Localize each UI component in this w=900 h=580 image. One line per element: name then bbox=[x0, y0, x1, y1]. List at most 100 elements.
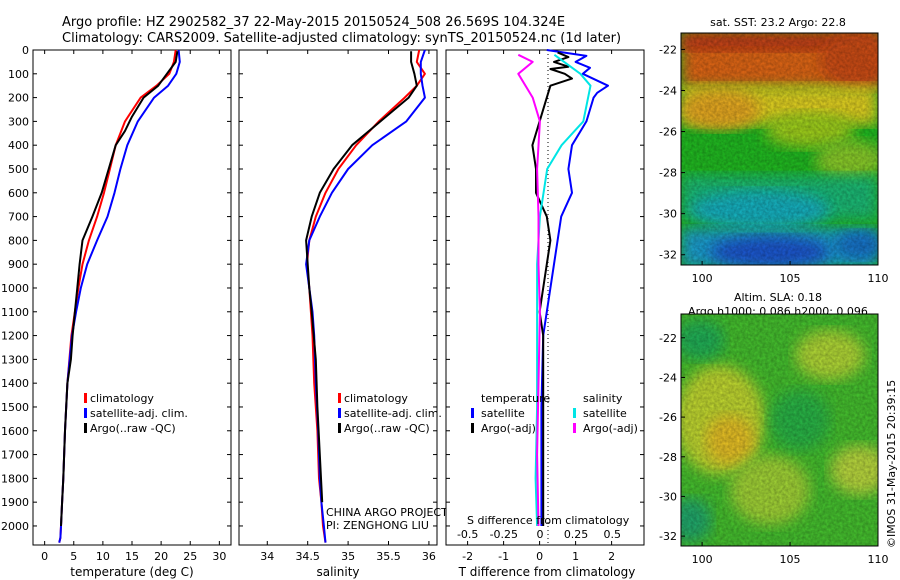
lon-tick-label: 100 bbox=[692, 272, 713, 285]
y-tick-label: 400 bbox=[8, 139, 29, 152]
salinity-lines bbox=[305, 49, 426, 543]
lat-tick-label: -22 bbox=[659, 43, 677, 56]
lat-tick-label: -32 bbox=[659, 249, 677, 262]
difference-axes-frame bbox=[445, 49, 645, 546]
s-difference-x-axis: -0.5 -0.25 0 0.25 0.5 bbox=[457, 528, 621, 541]
lon-tick-label: 105 bbox=[780, 272, 801, 285]
t-difference-xlabel: T difference from climatology bbox=[458, 565, 636, 579]
x2-tick-label: -0.25 bbox=[490, 528, 518, 541]
lat-tick-label: -24 bbox=[659, 371, 677, 384]
y-tick-label: 2000 bbox=[1, 520, 29, 533]
x-tick-label: 34.5 bbox=[295, 550, 320, 563]
x-tick-label: 2 bbox=[608, 550, 615, 563]
legend-swatch-s-argo bbox=[573, 423, 576, 433]
sst-lon-axis: 100 105 110 bbox=[692, 261, 889, 285]
legend-label-s-satellite: satellite bbox=[583, 407, 627, 420]
y-tick-label: 1300 bbox=[1, 353, 29, 366]
y-tick-label: 900 bbox=[8, 258, 29, 271]
temperature-x-axis: 0 5 10 15 20 25 30 bbox=[41, 50, 226, 563]
legend-swatch-argo bbox=[84, 423, 87, 433]
legend-title-temperature: temperature bbox=[481, 392, 550, 405]
lat-tick-label: -30 bbox=[659, 490, 677, 503]
x-tick-label: 20 bbox=[154, 550, 168, 563]
legend-label-argo: Argo(..raw -QC) bbox=[90, 422, 176, 435]
legend-swatch-climatology bbox=[84, 393, 87, 403]
series-line-2-3 bbox=[517, 53, 541, 527]
sst-map-panel: sat. SST: 23.2 Argo: 22.8 -22 -24 -26 -28 -3… bbox=[659, 16, 889, 285]
legend-label-t-argo: Argo(-adj) bbox=[481, 422, 536, 435]
sst-heatmap bbox=[681, 33, 878, 265]
legend-label-climatology: climatology bbox=[344, 392, 408, 405]
legend-title-salinity: salinity bbox=[583, 392, 623, 405]
lat-tick-label: -28 bbox=[659, 451, 677, 464]
x2-tick-label: -0.5 bbox=[457, 528, 478, 541]
difference-panel: -2 -1 0 1 2 -0.5 -0.25 0 0.25 0.5 S difference f… bbox=[445, 49, 645, 579]
lat-tick-label: -30 bbox=[659, 208, 677, 221]
project-credit: CHINA ARGO PROJECT bbox=[326, 506, 448, 519]
x-tick-label: 5 bbox=[70, 550, 77, 563]
lat-tick-label: -32 bbox=[659, 530, 677, 543]
difference-legend: temperature satellite Argo(-adj) salinit… bbox=[471, 392, 638, 435]
header-line2: Climatology: CARS2009. Satellite-adjuste… bbox=[62, 31, 621, 46]
salinity-legend: climatology satellite-adj. clim. Argo(..… bbox=[338, 392, 442, 435]
temperature-xlabel: temperature (deg C) bbox=[70, 565, 193, 579]
temperature-legend: climatology satellite-adj. clim. Argo(..… bbox=[84, 392, 188, 435]
legend-swatch-s-satellite bbox=[573, 408, 576, 418]
temperature-lines bbox=[58, 49, 181, 543]
salinity-depth-ticks bbox=[239, 49, 437, 527]
x2-tick-label: 0.25 bbox=[564, 528, 589, 541]
y-tick-label: 1200 bbox=[1, 330, 29, 343]
salinity-x-axis: 34 34.5 35 35.5 36 bbox=[260, 50, 436, 563]
legend-label-s-argo: Argo(-adj) bbox=[583, 422, 638, 435]
y-tick-label: 500 bbox=[8, 163, 29, 176]
sla-heatmap bbox=[681, 314, 878, 546]
x-tick-label: 36 bbox=[422, 550, 436, 563]
sla-lat-axis: -22 -24 -26 -28 -30 -32 bbox=[659, 332, 685, 543]
lon-tick-label: 100 bbox=[692, 553, 713, 566]
s-difference-xlabel: S difference from climatology bbox=[467, 514, 630, 527]
lon-tick-label: 110 bbox=[868, 553, 889, 566]
depth-axis: 0 100 200 300 400 500 600 700 800 900 1000 1100 1200… bbox=[1, 44, 231, 533]
legend-label-climatology: climatology bbox=[90, 392, 154, 405]
x-tick-label: 35.5 bbox=[376, 550, 401, 563]
y-tick-label: 1600 bbox=[1, 425, 29, 438]
y-tick-label: 1700 bbox=[1, 449, 29, 462]
x-tick-label: 34 bbox=[260, 550, 274, 563]
y-tick-label: 1500 bbox=[1, 401, 29, 414]
difference-depth-ticks bbox=[446, 49, 644, 527]
legend-label-t-satellite: satellite bbox=[481, 407, 525, 420]
series-line-2-1 bbox=[531, 51, 573, 526]
legend-label-satellite: satellite-adj. clim. bbox=[90, 407, 188, 420]
series-line-1-2 bbox=[305, 51, 418, 503]
y-tick-label: 600 bbox=[8, 187, 29, 200]
pi-credit: PI: ZENGHONG LIU bbox=[326, 519, 429, 532]
difference-lines bbox=[517, 49, 609, 527]
series-line-2-0 bbox=[540, 49, 609, 526]
sst-map-title: sat. SST: 23.2 Argo: 22.8 bbox=[710, 16, 846, 29]
x-tick-label: -2 bbox=[462, 550, 473, 563]
x2-tick-label: 0.5 bbox=[603, 528, 621, 541]
salinity-panel: 34 34.5 35 35.5 36 salinity climatology sate… bbox=[238, 49, 448, 579]
lat-tick-label: -24 bbox=[659, 84, 677, 97]
legend-swatch-climatology bbox=[338, 393, 341, 403]
y-tick-label: 1100 bbox=[1, 306, 29, 319]
lon-tick-label: 105 bbox=[780, 553, 801, 566]
sst-map-frame bbox=[680, 32, 879, 266]
lon-tick-label: 110 bbox=[868, 272, 889, 285]
series-line-0-2 bbox=[60, 51, 179, 527]
legend-label-argo: Argo(..raw -QC) bbox=[344, 422, 430, 435]
sla-map-panel: Altim. SLA: 0.18 Argo h1000: 0.086 h2000… bbox=[659, 291, 889, 566]
legend-label-satellite: satellite-adj. clim. bbox=[344, 407, 442, 420]
lat-tick-label: -22 bbox=[659, 332, 677, 345]
y-tick-label: 1800 bbox=[1, 472, 29, 485]
legend-swatch-t-argo bbox=[471, 423, 474, 433]
salinity-axes-frame bbox=[238, 49, 438, 546]
imos-stamp: ©IMOS 31-May-2015 20:39:15 bbox=[885, 380, 898, 548]
y-tick-label: 700 bbox=[8, 211, 29, 224]
y-tick-label: 100 bbox=[8, 68, 29, 81]
y-tick-label: 1000 bbox=[1, 282, 29, 295]
lat-tick-label: -28 bbox=[659, 167, 677, 180]
salinity-xlabel: salinity bbox=[316, 565, 359, 579]
legend-swatch-t-satellite bbox=[471, 408, 474, 418]
